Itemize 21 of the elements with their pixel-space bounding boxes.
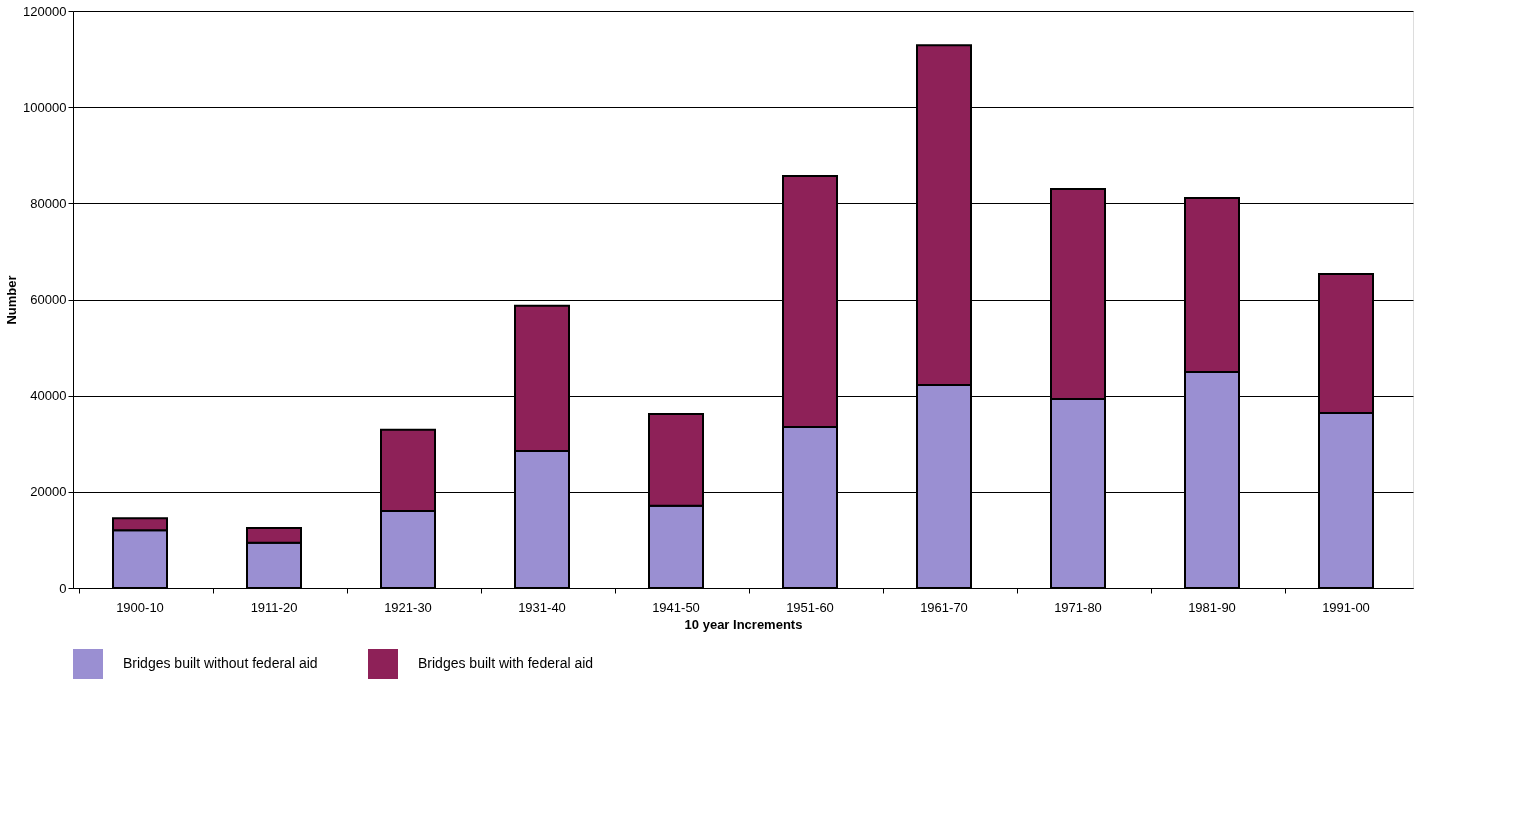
legend-label: Bridges built without federal aid [123, 655, 318, 671]
x-tick-label: 1931-40 [518, 599, 566, 615]
y-tick-label: 0 [59, 580, 67, 596]
x-tick-label: 1911-20 [250, 599, 298, 615]
x-tick-label: 1941-50 [652, 599, 700, 615]
y-tick-label: 40000 [30, 388, 67, 404]
y-tick-label: 60000 [30, 292, 67, 307]
legend-label: Bridges built with federal aid [418, 655, 594, 671]
x-tick-label: 1921-30 [384, 599, 432, 615]
y-tick-label: 100000 [23, 99, 67, 115]
y-tick-label: 80000 [30, 195, 67, 211]
x-tick-label: 1981-90 [1188, 599, 1236, 615]
x-tick-label: 1951-60 [786, 599, 834, 615]
x-axis-title: 10 year Increments [684, 616, 803, 632]
y-tick-label: 20000 [30, 484, 67, 500]
x-tick-label: 1900-10 [116, 599, 164, 615]
y-tick-label: 120000 [23, 3, 67, 19]
x-tick-label: 1961-70 [920, 599, 968, 615]
x-tick-label: 1971-80 [1054, 599, 1102, 615]
y-axis-title: Number [4, 275, 20, 325]
x-tick-label: 1991-00 [1322, 599, 1370, 615]
